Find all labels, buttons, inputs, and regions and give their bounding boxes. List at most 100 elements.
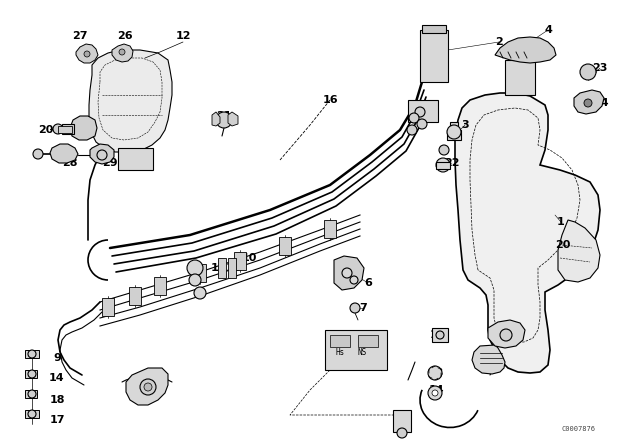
Polygon shape <box>76 44 98 63</box>
Text: 14: 14 <box>49 373 65 383</box>
Bar <box>234 252 246 270</box>
Bar <box>330 335 350 347</box>
Circle shape <box>500 329 512 341</box>
Text: 27: 27 <box>72 31 88 41</box>
Text: 18: 18 <box>49 395 65 405</box>
Text: 14: 14 <box>428 385 444 395</box>
Circle shape <box>436 158 450 172</box>
Bar <box>432 328 448 342</box>
Circle shape <box>97 150 107 160</box>
Bar <box>358 335 378 347</box>
Circle shape <box>428 386 442 400</box>
Circle shape <box>194 287 206 299</box>
Text: 19: 19 <box>148 383 164 393</box>
Text: 22: 22 <box>444 158 460 168</box>
Text: 26: 26 <box>117 31 133 41</box>
Text: 5: 5 <box>539 47 547 57</box>
Polygon shape <box>455 93 600 373</box>
Bar <box>194 264 206 282</box>
Text: 20: 20 <box>38 125 54 135</box>
Bar <box>129 287 141 305</box>
Bar <box>25 390 37 398</box>
Polygon shape <box>70 116 97 140</box>
Circle shape <box>397 428 407 438</box>
Circle shape <box>407 125 417 135</box>
Circle shape <box>187 260 203 276</box>
Polygon shape <box>472 345 505 374</box>
Text: 17: 17 <box>49 415 65 425</box>
Circle shape <box>28 390 36 398</box>
Bar <box>58 126 72 133</box>
Circle shape <box>428 366 442 380</box>
Polygon shape <box>50 144 78 163</box>
Text: 10: 10 <box>241 253 257 263</box>
Polygon shape <box>112 44 133 62</box>
Circle shape <box>84 51 90 57</box>
Circle shape <box>33 149 43 159</box>
Circle shape <box>119 49 125 55</box>
Bar <box>279 237 291 255</box>
Text: 7: 7 <box>359 303 367 313</box>
Polygon shape <box>90 144 114 164</box>
Text: 28: 28 <box>62 158 77 168</box>
Bar <box>25 350 39 358</box>
Text: 9: 9 <box>53 353 61 363</box>
Text: 8: 8 <box>370 340 378 350</box>
Text: 24: 24 <box>593 98 609 108</box>
Text: C0007876: C0007876 <box>562 426 596 432</box>
Circle shape <box>28 350 36 358</box>
Bar <box>447 130 461 140</box>
Bar <box>25 370 37 378</box>
Bar <box>408 100 438 122</box>
Text: 9: 9 <box>395 418 403 428</box>
Bar <box>102 298 114 316</box>
Bar <box>422 25 446 33</box>
Polygon shape <box>558 220 600 282</box>
Text: 13: 13 <box>428 368 444 378</box>
Circle shape <box>584 99 592 107</box>
Circle shape <box>342 268 352 278</box>
Bar <box>505 60 535 95</box>
Circle shape <box>216 112 232 128</box>
Text: 20: 20 <box>556 240 571 250</box>
Polygon shape <box>89 50 172 152</box>
Bar <box>393 410 411 432</box>
Text: 23: 23 <box>592 63 608 73</box>
Bar <box>436 162 450 169</box>
Text: 15: 15 <box>211 263 226 273</box>
Text: 15: 15 <box>225 263 241 273</box>
Circle shape <box>417 119 427 129</box>
Polygon shape <box>488 320 525 348</box>
Circle shape <box>350 303 360 313</box>
Text: 12: 12 <box>175 31 191 41</box>
Bar <box>118 148 153 170</box>
Bar <box>154 277 166 295</box>
Circle shape <box>436 331 444 339</box>
Text: 29: 29 <box>102 158 118 168</box>
Circle shape <box>189 274 201 286</box>
Circle shape <box>350 276 358 284</box>
Polygon shape <box>495 37 556 63</box>
Circle shape <box>447 125 461 139</box>
Polygon shape <box>126 368 168 405</box>
Circle shape <box>28 370 36 378</box>
Circle shape <box>580 64 596 80</box>
Text: 4: 4 <box>544 25 552 35</box>
Polygon shape <box>334 256 364 290</box>
Text: NS: NS <box>358 348 367 357</box>
Circle shape <box>28 410 36 418</box>
Bar <box>450 122 458 130</box>
Text: 1: 1 <box>557 217 565 227</box>
Text: 6: 6 <box>364 278 372 288</box>
Circle shape <box>432 390 438 396</box>
Circle shape <box>53 124 63 134</box>
Text: 25: 25 <box>490 333 506 343</box>
Polygon shape <box>212 112 220 126</box>
Bar <box>324 220 336 238</box>
Bar <box>228 258 236 278</box>
Circle shape <box>140 379 156 395</box>
Polygon shape <box>574 90 604 114</box>
Circle shape <box>439 145 449 155</box>
Circle shape <box>409 113 419 123</box>
Text: 11: 11 <box>429 330 445 340</box>
